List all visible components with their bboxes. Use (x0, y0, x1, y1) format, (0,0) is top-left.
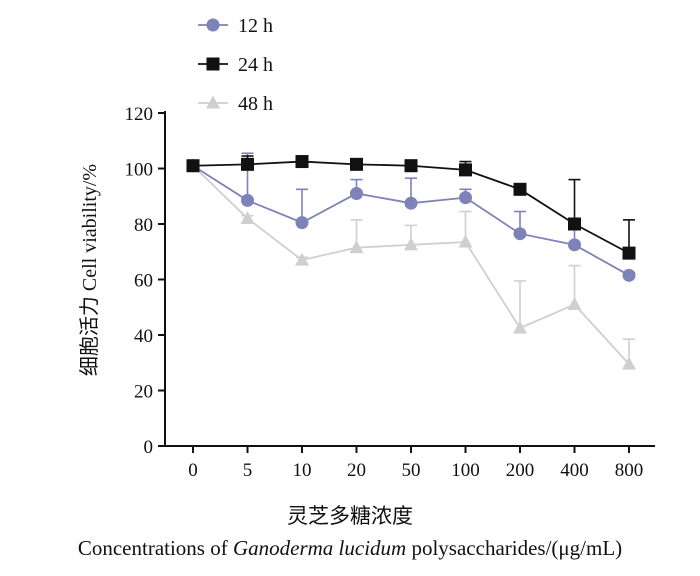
marker-triangle (458, 234, 473, 248)
x-tick-label: 0 (188, 460, 198, 481)
viability-chart: 0 20 40 60 80 100 120 0 5 10 20 50 100 200 400 800 12 … (78, 15, 655, 481)
marker-square (241, 157, 254, 171)
x-tick-label: 400 (560, 460, 589, 481)
x-axis-title-prefix: Concentrations of (77, 536, 233, 560)
legend: 12 h 24 h 48 h (198, 15, 273, 115)
y-tick-label: 100 (125, 160, 154, 181)
marker-square (622, 246, 636, 260)
marker-triangle (513, 320, 527, 334)
marker-triangle (404, 237, 418, 251)
x-axis-title-english: Concentrations of Ganoderma lucidum poly… (0, 536, 700, 561)
marker-circle (350, 186, 363, 200)
legend-label: 24 h (238, 54, 273, 76)
y-tick-label: 60 (134, 271, 153, 292)
marker-square (295, 155, 309, 169)
x-tick-label: 800 (615, 460, 644, 481)
x-axis-title-suffix: polysaccharides/(μg/mL) (406, 536, 623, 560)
x-tick-label: 10 (293, 460, 312, 481)
x-ticks: 0 5 10 20 50 100 200 400 800 (188, 446, 643, 481)
x-tick-label: 200 (506, 460, 535, 481)
marker-square (568, 217, 581, 231)
marker-circle (404, 196, 418, 210)
marker-circle (206, 18, 220, 32)
y-tick-label: 20 (134, 382, 153, 403)
marker-triangle (206, 95, 220, 109)
marker-circle (295, 216, 309, 230)
x-tick-label: 5 (243, 460, 253, 481)
y-tick-label: 0 (144, 437, 154, 458)
marker-circle (459, 191, 472, 205)
marker-circle (568, 238, 581, 252)
marker-square (404, 159, 418, 173)
marker-square (206, 57, 220, 71)
y-tick-label: 80 (134, 215, 153, 236)
marker-square (513, 182, 527, 196)
series-markers (186, 155, 636, 370)
y-axis-title: 细胞活力 Cell viability/% (78, 164, 101, 376)
y-tick-label: 120 (125, 104, 154, 125)
marker-triangle (622, 356, 636, 370)
legend-label: 48 h (238, 93, 273, 115)
marker-circle (622, 268, 636, 282)
y-ticks: 0 20 40 60 80 100 120 (125, 104, 165, 458)
x-axis-title-chinese: 灵芝多糖浓度 (287, 504, 413, 528)
marker-square (186, 159, 200, 173)
x-axis-title-species: Ganoderma lucidum (232, 536, 407, 560)
marker-square (459, 163, 472, 177)
marker-triangle (295, 252, 309, 266)
legend-label: 12 h (238, 15, 273, 37)
x-tick-label: 100 (451, 460, 480, 481)
marker-square (350, 157, 363, 171)
x-tick-label: 50 (402, 460, 421, 481)
x-tick-label: 20 (347, 460, 366, 481)
marker-triangle (240, 210, 255, 224)
marker-circle (513, 227, 527, 241)
y-tick-label: 40 (134, 326, 153, 347)
marker-triangle (567, 296, 582, 310)
marker-circle (241, 193, 254, 207)
marker-triangle (349, 240, 364, 254)
